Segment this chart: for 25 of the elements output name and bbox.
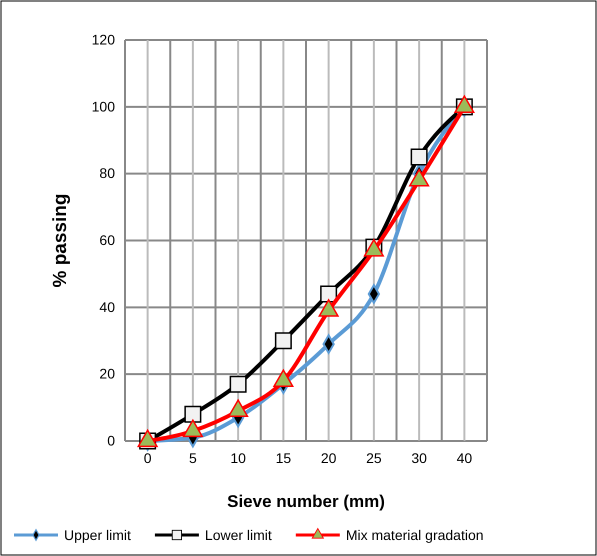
x-tick-label: 5 xyxy=(188,450,197,466)
x-tick-label: 20 xyxy=(320,450,337,466)
y-tick-label: 80 xyxy=(99,165,116,182)
point xyxy=(184,406,202,423)
legend-label: Upper limit xyxy=(64,527,132,543)
legend-label: Lower limit xyxy=(204,527,272,543)
y-tick-label: 20 xyxy=(99,366,116,382)
y-axis-title: % passing xyxy=(50,194,71,288)
x-tick-label: 30 xyxy=(411,450,428,466)
point xyxy=(230,376,247,393)
x-axis-title: Sieve number (mm) xyxy=(227,492,385,511)
y-tick-label: 120 xyxy=(92,31,116,48)
point xyxy=(274,332,292,350)
x-tick-label: 40 xyxy=(456,450,472,466)
y-tick-label: 0 xyxy=(107,432,116,448)
y-tick-label: 40 xyxy=(99,298,116,315)
y-tick-label: 100 xyxy=(92,98,116,114)
x-tick-label: 0 xyxy=(144,450,152,466)
x-tick-label: 10 xyxy=(230,450,246,466)
legend-label: Mix material gradation xyxy=(346,527,484,543)
point xyxy=(320,285,338,302)
x-tick-label: 25 xyxy=(366,450,382,466)
x-tick-label: 15 xyxy=(276,450,292,466)
y-tick-label: 60 xyxy=(99,232,116,248)
point xyxy=(410,148,428,166)
